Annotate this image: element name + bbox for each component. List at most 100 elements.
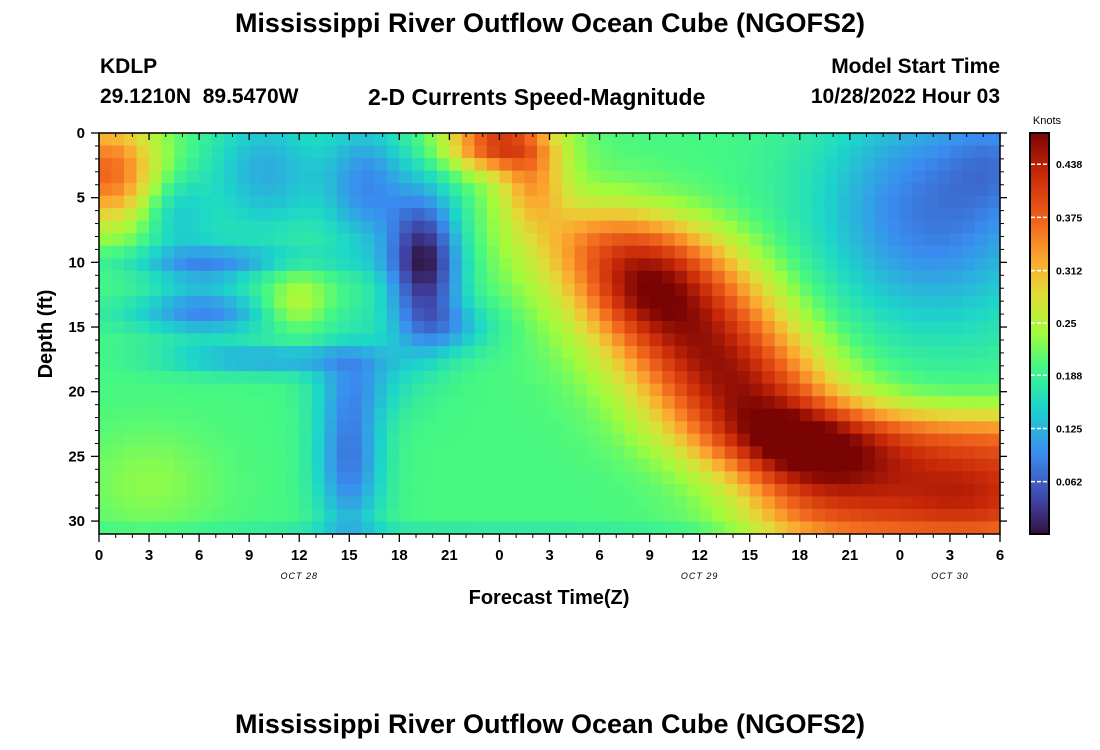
heatmap-cell <box>974 383 989 397</box>
heatmap-cell <box>824 383 838 397</box>
heatmap-cell <box>674 208 688 222</box>
heatmap-cell <box>712 158 726 172</box>
heatmap-cell <box>249 308 263 322</box>
heatmap-cell <box>111 396 125 410</box>
heatmap-cell <box>612 170 626 184</box>
heatmap-cell <box>311 458 325 472</box>
heatmap-cell <box>749 220 763 234</box>
heatmap-cell <box>361 158 375 172</box>
heatmap-cell <box>574 283 588 297</box>
heatmap-cell <box>549 483 563 498</box>
heatmap-cell <box>249 270 263 284</box>
heatmap-cell <box>486 195 501 209</box>
heatmap-cell <box>136 270 150 284</box>
heatmap-cell <box>849 320 863 335</box>
heatmap-cell <box>837 245 851 259</box>
heatmap-cell <box>874 308 888 322</box>
heatmap-cell <box>424 333 438 347</box>
heatmap-cell <box>749 496 763 510</box>
heatmap-cell <box>637 333 651 347</box>
heatmap-cell <box>724 220 738 234</box>
heatmap-cell <box>386 508 400 523</box>
heatmap-cell <box>812 508 826 523</box>
heatmap-cell <box>249 245 263 259</box>
heatmap-cell <box>624 421 638 435</box>
heatmap-cell <box>161 433 175 447</box>
heatmap-cell <box>224 396 238 410</box>
heatmap-cell <box>799 133 813 147</box>
heatmap-cell <box>862 471 876 485</box>
heatmap-cell <box>637 458 651 472</box>
heatmap-cell <box>662 145 676 159</box>
heatmap-cell <box>562 133 576 147</box>
heatmap-cell <box>962 333 976 347</box>
heatmap-cell <box>574 371 588 385</box>
heatmap-cell <box>199 183 213 197</box>
heatmap-cell <box>662 433 676 447</box>
heatmap-cell <box>799 245 813 259</box>
heatmap-cell <box>874 358 888 372</box>
heatmap-cell <box>699 496 713 510</box>
heatmap-cell <box>699 471 713 485</box>
heatmap-cell <box>787 233 801 247</box>
heatmap-cell <box>549 408 563 422</box>
heatmap-cell <box>962 245 976 259</box>
heatmap-cell <box>99 220 113 234</box>
heatmap-cell <box>211 383 225 397</box>
heatmap-cell <box>687 408 701 422</box>
heatmap-cell <box>199 358 213 372</box>
heatmap-cell <box>924 433 939 447</box>
heatmap-cell <box>336 320 350 335</box>
heatmap-cell <box>261 195 275 209</box>
heatmap-cell <box>486 346 501 360</box>
heatmap-cell <box>949 220 964 234</box>
heatmap-cell <box>837 233 851 247</box>
heatmap-cell <box>499 220 513 234</box>
colorbar-swatch <box>1030 310 1049 315</box>
heatmap-cell <box>799 270 813 284</box>
heatmap-cell <box>662 133 676 147</box>
heatmap-cell <box>549 508 563 523</box>
heatmap-cell <box>549 421 563 435</box>
heatmap-cell <box>724 496 738 510</box>
heatmap-cell <box>236 496 250 510</box>
heatmap-cell <box>211 496 225 510</box>
colorbar-swatch <box>1030 166 1049 171</box>
heatmap-cell <box>987 133 1000 147</box>
heatmap-cell <box>124 483 138 498</box>
heatmap-cell <box>499 446 513 460</box>
heatmap-cell <box>774 245 788 259</box>
heatmap-cell <box>724 170 738 184</box>
heatmap-cell <box>536 320 551 335</box>
colorbar-swatch <box>1030 273 1049 278</box>
heatmap-cell <box>111 508 125 523</box>
heatmap-cell <box>336 446 350 460</box>
heatmap-cell <box>662 195 676 209</box>
heatmap-cell <box>862 158 876 172</box>
heatmap-cell <box>974 245 989 259</box>
heatmap-cell <box>161 371 175 385</box>
colorbar-swatch <box>1030 173 1049 178</box>
heatmap-cell <box>499 208 513 222</box>
heatmap-cell <box>799 333 813 347</box>
colorbar-swatch <box>1030 266 1049 271</box>
heatmap-cell <box>812 396 826 410</box>
heatmap-cell <box>149 158 163 172</box>
heatmap-cell <box>674 295 688 310</box>
heatmap-cell <box>662 496 676 510</box>
heatmap-cell <box>887 170 901 184</box>
heatmap-cell <box>349 295 363 310</box>
colorbar-swatch <box>1030 360 1049 365</box>
heatmap-cell <box>386 195 400 209</box>
heatmap-cell <box>324 471 338 485</box>
heatmap-cell <box>574 133 588 147</box>
heatmap-cell <box>174 220 188 234</box>
heatmap-cell <box>449 145 463 159</box>
heatmap-cell <box>849 245 863 259</box>
heatmap-cell <box>899 433 913 447</box>
heatmap-cell <box>436 283 450 297</box>
heatmap-cell <box>336 508 350 523</box>
heatmap-cell <box>374 358 388 372</box>
heatmap-cell <box>587 295 601 310</box>
heatmap-cell <box>474 220 488 234</box>
